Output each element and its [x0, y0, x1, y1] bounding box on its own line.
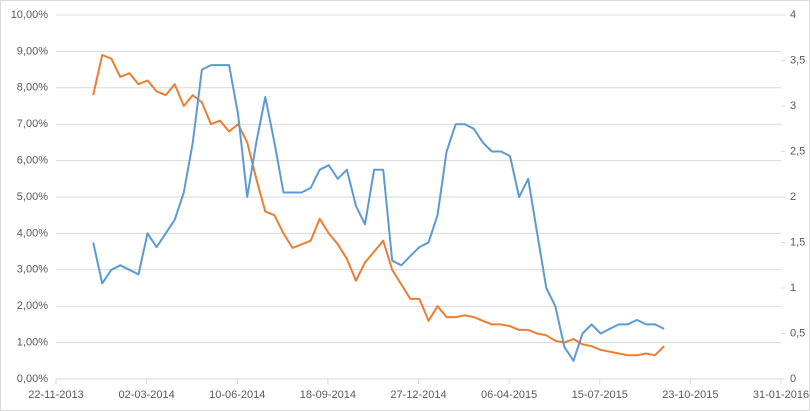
y2-tick-label: 3: [790, 100, 796, 112]
series-line: [92, 64, 665, 362]
x-tick-label: 06-04-2015: [481, 389, 537, 401]
y2-tick-label: 4: [790, 9, 796, 21]
y2-tick-label: 2,5: [790, 145, 805, 157]
y-tick-label: 0,00%: [17, 373, 48, 385]
y2-tick-label: 1,5: [790, 236, 805, 248]
x-tick-label: 18-09-2014: [300, 389, 356, 401]
y-tick-label: 7,00%: [17, 118, 48, 130]
y-tick-label: 5,00%: [17, 191, 48, 203]
x-tick-label: 02-03-2014: [118, 389, 174, 401]
series-line: [92, 54, 665, 357]
y-tick-label: 9,00%: [17, 45, 48, 57]
y2-tick-label: 0,5: [790, 327, 805, 339]
x-tick-label: 15-07-2015: [572, 389, 628, 401]
x-tick-label: 10-06-2014: [209, 389, 265, 401]
y-tick-label: 10,00%: [11, 9, 49, 21]
x-tick-label: 27-12-2014: [390, 389, 446, 401]
y-tick-label: 3,00%: [17, 264, 48, 276]
y-tick-label: 4,00%: [17, 227, 48, 239]
y2-tick-label: 1: [790, 282, 796, 294]
y2-tick-label: 0: [790, 373, 796, 385]
y-tick-label: 1,00%: [17, 337, 48, 349]
y-tick-label: 8,00%: [17, 82, 48, 94]
y2-tick-label: 2: [790, 191, 796, 203]
x-tick-label: 22-11-2013: [28, 389, 83, 401]
y-tick-label: 6,00%: [17, 155, 48, 167]
x-tick-label: 23-10-2015: [662, 389, 718, 401]
x-tick-label: 31-01-2016: [753, 389, 809, 401]
y2-tick-label: 3,5: [790, 54, 805, 66]
y-tick-label: 2,00%: [17, 300, 48, 312]
